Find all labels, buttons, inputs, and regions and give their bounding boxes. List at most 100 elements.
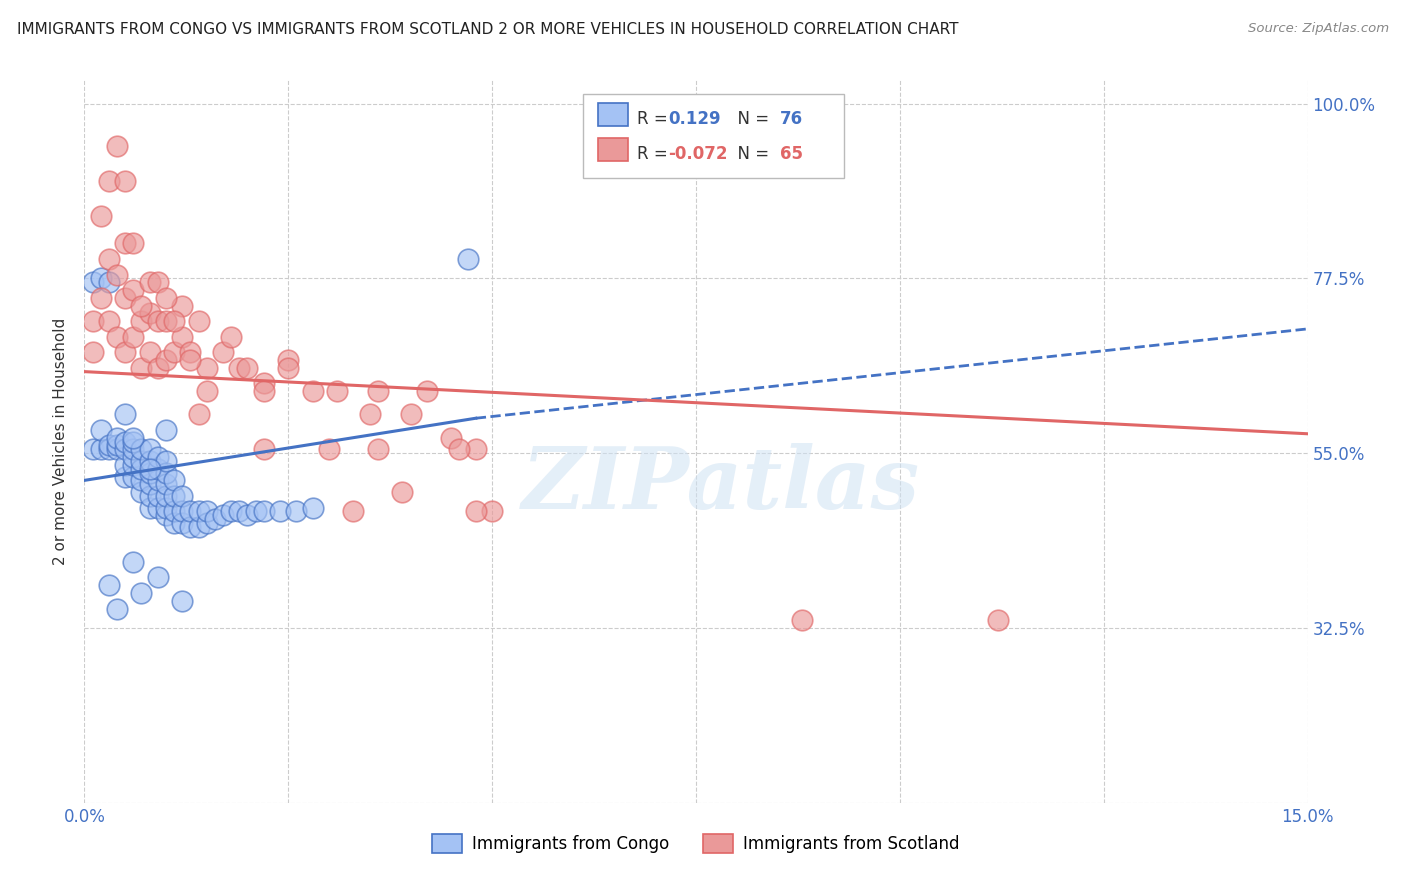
Point	[212, 508, 235, 523]
Text: N =: N =	[727, 110, 775, 128]
Point	[114, 236, 136, 251]
Point	[122, 329, 145, 343]
Point	[146, 314, 169, 328]
Point	[253, 376, 276, 391]
Point	[90, 423, 112, 437]
Point	[440, 431, 463, 445]
Point	[318, 442, 340, 457]
Point	[138, 477, 160, 491]
Point	[105, 438, 128, 452]
Point	[90, 291, 112, 305]
Point	[105, 431, 128, 445]
Point	[236, 360, 259, 375]
Point	[138, 275, 160, 289]
Legend: Immigrants from Congo, Immigrants from Scotland: Immigrants from Congo, Immigrants from S…	[426, 827, 966, 860]
Point	[359, 408, 381, 422]
Text: N =: N =	[727, 145, 775, 163]
Point	[187, 504, 209, 518]
Point	[146, 489, 169, 503]
Point	[122, 458, 145, 472]
Point	[326, 384, 349, 398]
Point	[155, 454, 177, 468]
Point	[131, 442, 153, 457]
Point	[105, 329, 128, 343]
Point	[277, 353, 299, 368]
Point	[97, 275, 120, 289]
Point	[195, 360, 218, 375]
Point	[987, 613, 1010, 627]
Point	[155, 500, 177, 515]
Text: 65: 65	[780, 145, 803, 163]
Point	[122, 434, 145, 449]
Point	[163, 504, 186, 518]
Point	[114, 174, 136, 188]
Point	[155, 477, 177, 491]
Point	[179, 353, 201, 368]
Point	[146, 570, 169, 584]
Text: 0.129: 0.129	[668, 110, 720, 128]
Point	[269, 504, 291, 518]
Point	[114, 434, 136, 449]
Point	[114, 291, 136, 305]
Point	[97, 578, 120, 592]
Point	[228, 360, 250, 375]
Point	[146, 275, 169, 289]
Point	[131, 454, 153, 468]
Point	[97, 314, 120, 328]
Point	[105, 139, 128, 153]
Point	[195, 516, 218, 530]
Point	[105, 268, 128, 282]
Point	[105, 442, 128, 457]
Point	[138, 466, 160, 480]
Point	[172, 594, 194, 608]
Point	[212, 345, 235, 359]
Point	[82, 314, 104, 328]
Point	[146, 461, 169, 475]
Point	[97, 442, 120, 457]
Point	[146, 450, 169, 464]
Point	[195, 384, 218, 398]
Point	[114, 469, 136, 483]
Point	[179, 504, 201, 518]
Point	[172, 489, 194, 503]
Point	[416, 384, 439, 398]
Point	[146, 500, 169, 515]
Point	[219, 504, 242, 518]
Point	[138, 442, 160, 457]
Point	[457, 252, 479, 266]
Point	[481, 504, 503, 518]
Point	[277, 360, 299, 375]
Text: 76: 76	[780, 110, 803, 128]
Point	[155, 423, 177, 437]
Point	[163, 489, 186, 503]
Point	[172, 504, 194, 518]
Point	[122, 236, 145, 251]
Point	[122, 442, 145, 457]
Point	[131, 461, 153, 475]
Point	[114, 345, 136, 359]
Point	[155, 466, 177, 480]
Point	[253, 504, 276, 518]
Point	[82, 345, 104, 359]
Point	[131, 299, 153, 313]
Point	[172, 329, 194, 343]
Point	[90, 209, 112, 223]
Point	[187, 520, 209, 534]
Point	[204, 512, 226, 526]
Point	[399, 408, 422, 422]
Point	[155, 291, 177, 305]
Point	[105, 601, 128, 615]
Point	[155, 353, 177, 368]
Text: -0.072: -0.072	[668, 145, 727, 163]
Point	[187, 408, 209, 422]
Point	[122, 555, 145, 569]
Point	[97, 438, 120, 452]
Text: Source: ZipAtlas.com: Source: ZipAtlas.com	[1249, 22, 1389, 36]
Point	[122, 469, 145, 483]
Point	[172, 299, 194, 313]
Point	[367, 384, 389, 398]
Point	[790, 613, 813, 627]
Point	[163, 345, 186, 359]
Point	[131, 314, 153, 328]
Point	[195, 504, 218, 518]
